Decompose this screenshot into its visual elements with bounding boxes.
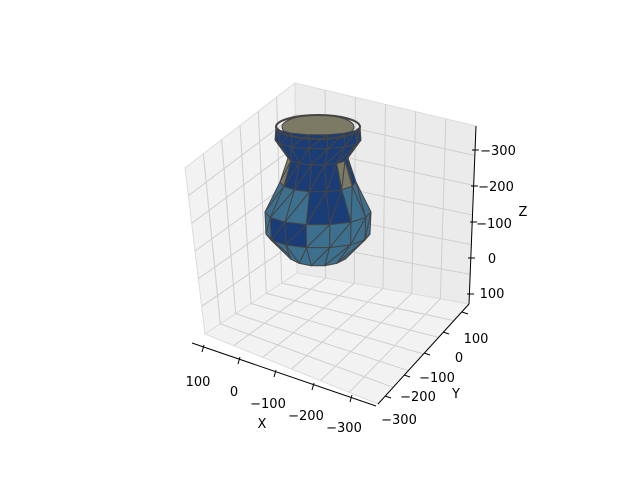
x-tick-mark [237, 356, 241, 365]
y-tick-mark [442, 331, 450, 335]
vase-facet [324, 244, 351, 267]
x-tick-label: −300 [326, 421, 362, 436]
tick-marks [201, 149, 479, 403]
x-tick-mark [349, 394, 353, 403]
y-tick-label: 0 [455, 351, 463, 366]
x-tick-mark [273, 369, 277, 378]
z-tick-label: −300 [480, 144, 516, 159]
grid-line [281, 282, 454, 322]
z-axis-label: Z [519, 205, 528, 220]
y-tick-mark [423, 352, 431, 356]
y-tick-label: −100 [419, 371, 455, 386]
y-tick-mark [384, 395, 392, 399]
vase-surface [264, 114, 372, 267]
y-tick-label: −200 [400, 390, 436, 405]
x-tick-labels: 100 0 −100 −200 −300 [186, 375, 362, 436]
x-axis-line [191, 342, 377, 407]
vase-facet [298, 247, 312, 267]
y-tick-mark [403, 374, 411, 378]
z-tick-label: 0 [488, 252, 496, 267]
x-tick-label: 0 [230, 385, 238, 400]
vase-facet [310, 247, 331, 267]
x-tick-label: −100 [250, 397, 286, 412]
z-axis-line [468, 125, 477, 305]
z-tick-label: 100 [480, 287, 505, 302]
x-axis-label: X [258, 417, 267, 432]
vase-facet [270, 239, 292, 260]
z-tick-labels: −300 −200 −100 0 100 [476, 144, 516, 302]
vase-rim [275, 114, 361, 140]
vase-facet [285, 244, 300, 264]
z-tick-label: −100 [476, 217, 512, 232]
y-axis-line [377, 303, 470, 405]
y-tick-mark [461, 311, 469, 315]
y-tick-labels: 100 0 −100 −200 −300 [381, 332, 488, 428]
z-tick-label: −200 [478, 180, 514, 195]
x-tick-mark [311, 382, 315, 391]
x-tick-label: 100 [186, 375, 211, 390]
y-axis-label: Y [451, 387, 460, 402]
x-tick-mark [201, 344, 205, 353]
y-tick-label: −300 [381, 413, 417, 428]
y-tick-label: 100 [464, 332, 489, 347]
vase-facet [336, 239, 366, 264]
x-tick-label: −200 [288, 409, 324, 424]
